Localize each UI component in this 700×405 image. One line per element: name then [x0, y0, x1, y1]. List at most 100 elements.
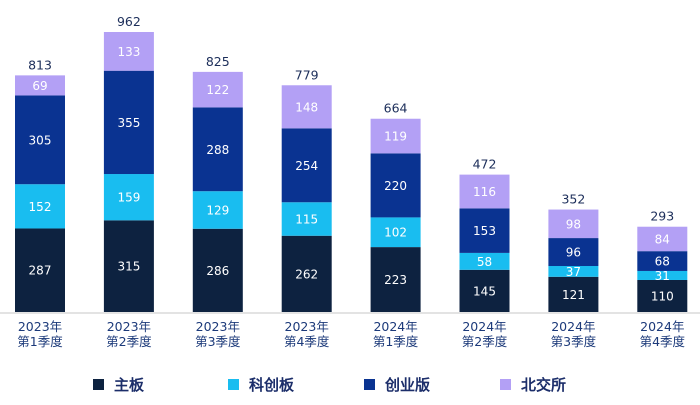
x-tick-label: 第3季度	[551, 334, 597, 349]
bar-segment	[192, 71, 243, 108]
data-label: 133	[117, 45, 140, 59]
data-label: 288	[206, 143, 229, 157]
legend-label: 主板	[114, 376, 145, 394]
stacked-bar-chart: 287152305698132023年第1季度31515935513396220…	[0, 14, 700, 349]
bar-segment	[281, 85, 332, 129]
bar-segment	[637, 279, 688, 312]
data-label: 152	[29, 200, 52, 214]
bar-segment	[548, 209, 599, 239]
bar-segment	[370, 118, 421, 154]
total-label: 352	[561, 192, 585, 207]
bar-segment	[548, 266, 599, 277]
data-label: 223	[384, 273, 407, 287]
bar-segment	[370, 247, 421, 312]
x-tick-label: 2023年	[18, 319, 62, 334]
x-tick-label: 2024年	[462, 319, 506, 334]
x-tick-label: 2024年	[640, 319, 684, 334]
total-label: 962	[117, 14, 141, 29]
data-label: 122	[206, 83, 229, 97]
data-label: 220	[384, 179, 407, 193]
data-label: 262	[295, 267, 318, 281]
total-label: 825	[206, 54, 230, 69]
data-label: 115	[295, 213, 318, 227]
bar-segment	[192, 191, 243, 229]
total-label: 813	[28, 57, 52, 72]
data-label: 145	[473, 284, 496, 298]
data-label: 84	[655, 232, 670, 246]
x-tick-label: 2023年	[196, 319, 240, 334]
x-tick-label: 第4季度	[284, 334, 330, 349]
bar-segment	[459, 174, 510, 209]
bar-segment	[548, 276, 599, 312]
bar-segment	[281, 128, 332, 203]
total-label: 664	[384, 101, 408, 116]
bar-segment	[15, 184, 65, 229]
data-label: 37	[566, 265, 581, 279]
total-label: 293	[650, 209, 674, 224]
legend-swatch	[500, 379, 511, 390]
data-label: 58	[477, 255, 492, 269]
data-label: 102	[384, 226, 407, 240]
bar-segment	[459, 208, 510, 253]
bar-segment	[15, 95, 65, 185]
data-label: 69	[32, 79, 47, 93]
bar-segment	[103, 174, 154, 221]
data-label: 254	[295, 159, 318, 173]
bar-segment	[370, 153, 421, 218]
x-tick-label: 第1季度	[373, 334, 419, 349]
bar-segment	[548, 238, 599, 267]
data-label: 68	[655, 255, 670, 269]
bar-segment	[15, 75, 65, 96]
data-label: 315	[117, 260, 140, 274]
bar-segment	[192, 107, 243, 192]
legend-item: 主板	[93, 374, 144, 395]
x-tick-label: 第1季度	[17, 334, 63, 349]
x-tick-label: 第3季度	[195, 334, 241, 349]
data-label: 119	[384, 130, 407, 144]
data-label: 286	[206, 264, 229, 278]
data-label: 31	[655, 269, 670, 283]
legend-swatch	[93, 379, 104, 390]
bar-segment	[15, 228, 65, 312]
x-tick-label: 2023年	[285, 319, 329, 334]
legend-label: 创业版	[385, 376, 431, 394]
x-tick-label: 2024年	[373, 319, 417, 334]
legend: 主板 科创板 创业版 北交所	[0, 374, 700, 396]
bar-segment	[370, 217, 421, 248]
data-label: 287	[29, 264, 52, 278]
x-tick-label: 第4季度	[640, 334, 686, 349]
data-label: 96	[566, 246, 581, 260]
bar-segment	[281, 202, 332, 236]
x-tick-label: 2024年	[551, 319, 595, 334]
total-label: 779	[295, 67, 319, 82]
legend-swatch	[228, 379, 239, 390]
bar-segment	[459, 252, 510, 270]
bar-segment	[637, 251, 688, 271]
x-tick-label: 2023年	[107, 319, 151, 334]
legend-label: 科创板	[249, 376, 295, 394]
x-tick-label: 第2季度	[106, 334, 152, 349]
data-label: 153	[473, 224, 496, 238]
legend-item: 创业版	[364, 374, 430, 395]
data-label: 305	[29, 133, 52, 147]
bar-segment	[192, 228, 243, 312]
bar-segment	[103, 70, 154, 175]
bar-segment	[103, 220, 154, 312]
data-label: 129	[206, 203, 229, 217]
data-label: 110	[651, 289, 674, 303]
bar-segment	[637, 270, 688, 280]
bar-segment	[459, 269, 510, 312]
data-label: 159	[117, 191, 140, 205]
data-label: 148	[295, 100, 318, 114]
data-label: 116	[473, 185, 496, 199]
data-label: 355	[117, 116, 140, 130]
legend-swatch	[364, 379, 375, 390]
data-label: 121	[562, 288, 585, 302]
legend-label: 北交所	[521, 376, 567, 394]
legend-item: 北交所	[500, 374, 566, 395]
bar-segment	[103, 32, 154, 71]
bar-segment	[637, 226, 688, 252]
bar-segment	[281, 235, 332, 312]
data-label: 98	[566, 217, 581, 231]
x-tick-label: 第2季度	[462, 334, 508, 349]
